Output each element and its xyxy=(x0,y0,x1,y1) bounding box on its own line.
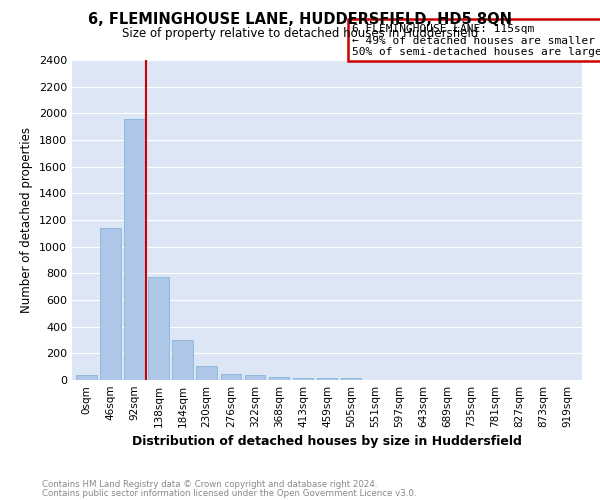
Bar xyxy=(172,340,193,380)
Bar xyxy=(221,374,241,380)
Text: Contains public sector information licensed under the Open Government Licence v3: Contains public sector information licen… xyxy=(42,488,416,498)
Bar xyxy=(148,278,169,380)
Text: 6 FLEMINGHOUSE LANE: 115sqm
← 49% of detached houses are smaller (2,140)
50% of : 6 FLEMINGHOUSE LANE: 115sqm ← 49% of det… xyxy=(353,24,600,57)
X-axis label: Distribution of detached houses by size in Huddersfield: Distribution of detached houses by size … xyxy=(132,436,522,448)
Bar xyxy=(124,118,145,380)
Bar xyxy=(100,228,121,380)
Bar xyxy=(341,378,361,380)
Text: Contains HM Land Registry data © Crown copyright and database right 2024.: Contains HM Land Registry data © Crown c… xyxy=(42,480,377,489)
Bar xyxy=(245,376,265,380)
Bar xyxy=(269,376,289,380)
Text: 6, FLEMINGHOUSE LANE, HUDDERSFIELD, HD5 8QN: 6, FLEMINGHOUSE LANE, HUDDERSFIELD, HD5 … xyxy=(88,12,512,28)
Y-axis label: Number of detached properties: Number of detached properties xyxy=(20,127,34,313)
Bar xyxy=(76,376,97,380)
Bar xyxy=(293,378,313,380)
Bar xyxy=(196,366,217,380)
Bar xyxy=(317,378,337,380)
Text: Size of property relative to detached houses in Huddersfield: Size of property relative to detached ho… xyxy=(122,28,478,40)
